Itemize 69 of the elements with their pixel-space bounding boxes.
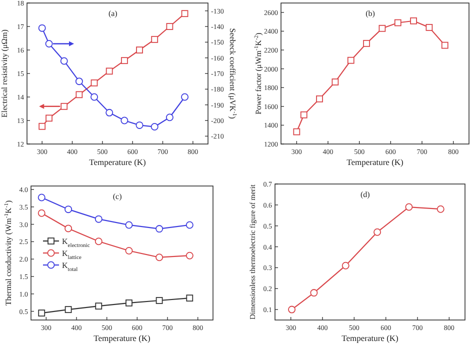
point bbox=[64, 306, 72, 314]
annotation: (c) bbox=[112, 192, 122, 201]
point bbox=[94, 238, 102, 246]
point bbox=[405, 203, 413, 211]
point bbox=[186, 294, 194, 302]
point bbox=[38, 122, 46, 130]
point bbox=[45, 40, 53, 48]
point bbox=[46, 114, 52, 122]
point bbox=[125, 246, 133, 254]
point bbox=[64, 224, 72, 232]
point bbox=[76, 91, 83, 98]
point bbox=[347, 56, 354, 64]
point bbox=[38, 24, 46, 32]
annotation: (b) bbox=[366, 9, 376, 18]
point bbox=[64, 206, 72, 214]
point bbox=[394, 19, 402, 26]
point bbox=[126, 299, 132, 306]
legend-label: K$_{electronic}$ bbox=[62, 237, 90, 249]
point bbox=[363, 40, 370, 47]
point bbox=[441, 42, 448, 49]
point bbox=[378, 24, 386, 32]
legend-label: K$_{lattice}$ bbox=[62, 249, 82, 261]
point bbox=[310, 289, 318, 297]
point bbox=[120, 116, 128, 124]
point bbox=[60, 102, 68, 110]
point bbox=[38, 194, 46, 202]
point bbox=[106, 108, 114, 116]
point bbox=[75, 78, 83, 86]
point bbox=[38, 310, 46, 316]
x-axis-title: Temperature (K) bbox=[342, 333, 399, 343]
point bbox=[156, 254, 164, 262]
x-axis-title: Temperature (K) bbox=[94, 333, 151, 343]
point bbox=[156, 225, 164, 233]
point bbox=[316, 95, 323, 102]
point bbox=[106, 68, 113, 75]
annotation: (d) bbox=[360, 190, 370, 199]
x-axis-title: Temperature (K) bbox=[89, 157, 146, 167]
point bbox=[288, 306, 296, 314]
point bbox=[342, 262, 350, 270]
point bbox=[293, 128, 300, 136]
x-axis-title: Temperature (K) bbox=[346, 157, 404, 167]
point bbox=[90, 79, 98, 86]
point bbox=[332, 78, 339, 86]
point bbox=[181, 10, 188, 18]
point bbox=[410, 17, 417, 24]
point bbox=[166, 114, 174, 122]
point bbox=[426, 24, 433, 31]
y-axis-title: Electrical resistivity (μΩm) bbox=[0, 29, 9, 118]
point bbox=[374, 228, 382, 236]
point bbox=[120, 57, 128, 64]
point bbox=[436, 205, 444, 213]
point bbox=[151, 36, 158, 43]
point bbox=[95, 302, 102, 310]
point bbox=[60, 57, 68, 65]
point bbox=[125, 221, 133, 229]
point bbox=[150, 123, 158, 131]
annotation: (a) bbox=[108, 9, 118, 18]
point bbox=[156, 297, 163, 304]
point bbox=[136, 121, 144, 129]
point bbox=[94, 215, 102, 223]
point bbox=[38, 209, 46, 217]
point bbox=[136, 46, 143, 54]
point bbox=[166, 23, 174, 30]
legend-label: K$_{total}$ bbox=[62, 261, 78, 273]
point bbox=[300, 111, 308, 118]
point bbox=[186, 221, 194, 229]
point bbox=[90, 93, 98, 101]
point bbox=[186, 252, 194, 260]
point bbox=[181, 93, 189, 101]
